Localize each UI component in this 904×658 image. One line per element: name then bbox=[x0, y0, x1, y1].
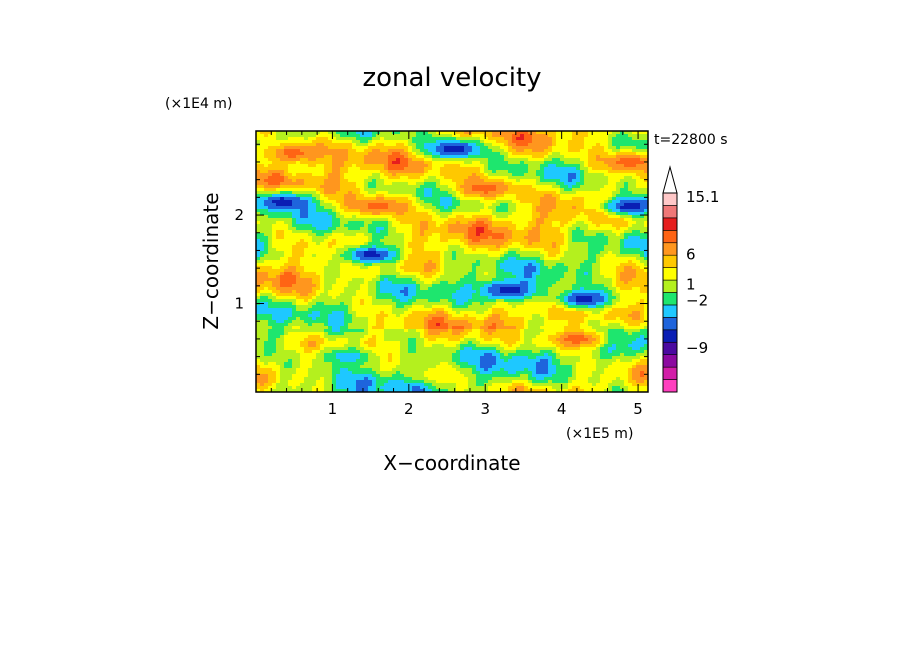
colorbar-band bbox=[663, 330, 677, 342]
x-tick-label: 5 bbox=[633, 400, 643, 418]
colorbar-label: −2 bbox=[686, 291, 708, 309]
x-tick-label: 2 bbox=[404, 400, 414, 418]
colorbar-band bbox=[663, 367, 677, 379]
y-tick-label: 1 bbox=[234, 295, 244, 313]
colorbar-band bbox=[663, 255, 677, 267]
time-label: t=22800 s bbox=[654, 132, 728, 148]
colorbar-band bbox=[663, 355, 677, 367]
colorbar-label: −9 bbox=[686, 339, 708, 357]
colorbar: 15.161−2−9 bbox=[663, 167, 719, 392]
colorbar-label: 15.1 bbox=[686, 188, 719, 206]
colorbar-label: 6 bbox=[686, 246, 696, 264]
x-axis-label: X−coordinate bbox=[383, 451, 520, 475]
x-unit-label: (×1E5 m) bbox=[566, 426, 633, 442]
colorbar-band bbox=[663, 193, 677, 205]
x-tick-label: 4 bbox=[557, 400, 567, 418]
colorbar-band bbox=[663, 205, 677, 217]
y-tick-label: 2 bbox=[234, 206, 244, 224]
x-tick-label: 3 bbox=[480, 400, 490, 418]
y-axis-label: Z−coordinate bbox=[199, 192, 223, 329]
colorbar-band bbox=[663, 230, 677, 242]
heatmap-field bbox=[256, 131, 649, 393]
y-unit-label: (×1E4 m) bbox=[165, 96, 232, 112]
colorbar-overflow-arrow bbox=[663, 167, 677, 193]
colorbar-band bbox=[663, 218, 677, 230]
colorbar-band bbox=[663, 380, 677, 392]
colorbar-band bbox=[663, 280, 677, 292]
colorbar-band bbox=[663, 268, 677, 280]
chart-title: zonal velocity bbox=[362, 63, 541, 93]
x-tick-label: 1 bbox=[328, 400, 338, 418]
colorbar-band bbox=[663, 293, 677, 305]
colorbar-band bbox=[663, 342, 677, 354]
colorbar-band bbox=[663, 317, 677, 329]
colorbar-band bbox=[663, 243, 677, 255]
colorbar-band bbox=[663, 305, 677, 317]
